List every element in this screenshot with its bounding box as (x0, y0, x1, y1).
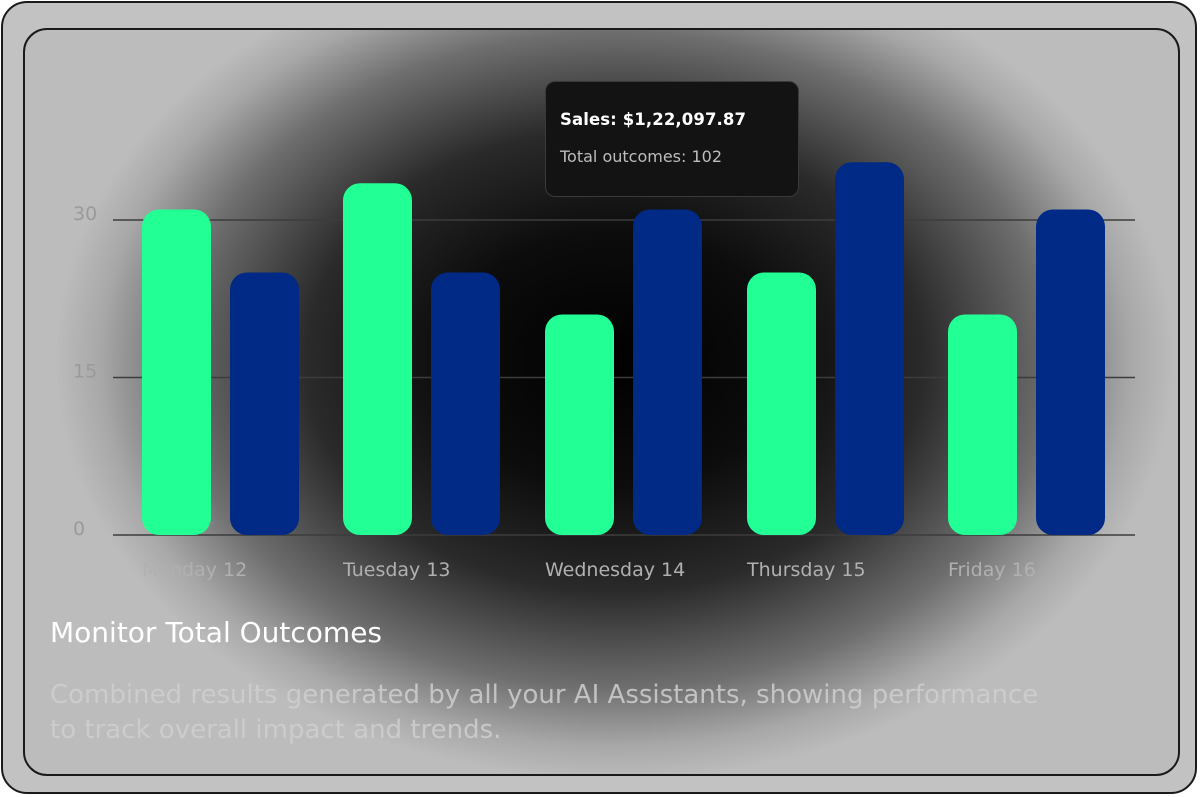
labels-layer: Monday 12 Tuesday 13 Wednesday 14 Thursday … (142, 559, 1036, 581)
chart-tooltip: Sales: $1,22,097.87 Total outcomes: 102 (545, 81, 799, 197)
y-tick-label: 15 (73, 361, 97, 383)
bar-series-green-3[interactable] (747, 272, 816, 536)
chart-panel: 0 15 30 Monday 12 Tuesday 13 Wednesday 14 Thu… (23, 28, 1180, 776)
x-tick-label: Wednesday 14 (545, 559, 685, 581)
bar-series-green-2[interactable] (545, 314, 614, 536)
x-tick-label: Friday 16 (948, 559, 1036, 581)
card-title: Monitor Total Outcomes (50, 616, 383, 649)
bar-series-green-0[interactable] (142, 209, 211, 536)
x-tick-label: Thursday 15 (746, 559, 866, 581)
bars-layer (142, 162, 1105, 535)
x-tick-label: Monday 12 (142, 559, 247, 581)
bar-series-blue-1[interactable] (431, 272, 500, 536)
bar-series-green-4[interactable] (948, 314, 1017, 536)
bar-chart: 0 15 30 Monday 12 Tuesday 13 Wednesday 14 Thu… (73, 162, 1135, 581)
bar-series-green-1[interactable] (343, 183, 412, 535)
y-tick-label: 0 (73, 518, 85, 540)
bar-series-blue-0[interactable] (230, 272, 299, 536)
card-description: Combined results generated by all your A… (50, 680, 1039, 745)
y-tick-label: 30 (73, 203, 97, 225)
bar-series-blue-4[interactable] (1036, 209, 1105, 536)
bar-series-blue-3[interactable] (835, 162, 904, 535)
tooltip-outcomes: Total outcomes: 102 (560, 147, 723, 166)
tooltip-sales: Sales: $1,22,097.87 (560, 110, 747, 129)
x-tick-label: Tuesday 13 (342, 559, 451, 581)
bar-series-blue-2[interactable] (633, 209, 702, 536)
